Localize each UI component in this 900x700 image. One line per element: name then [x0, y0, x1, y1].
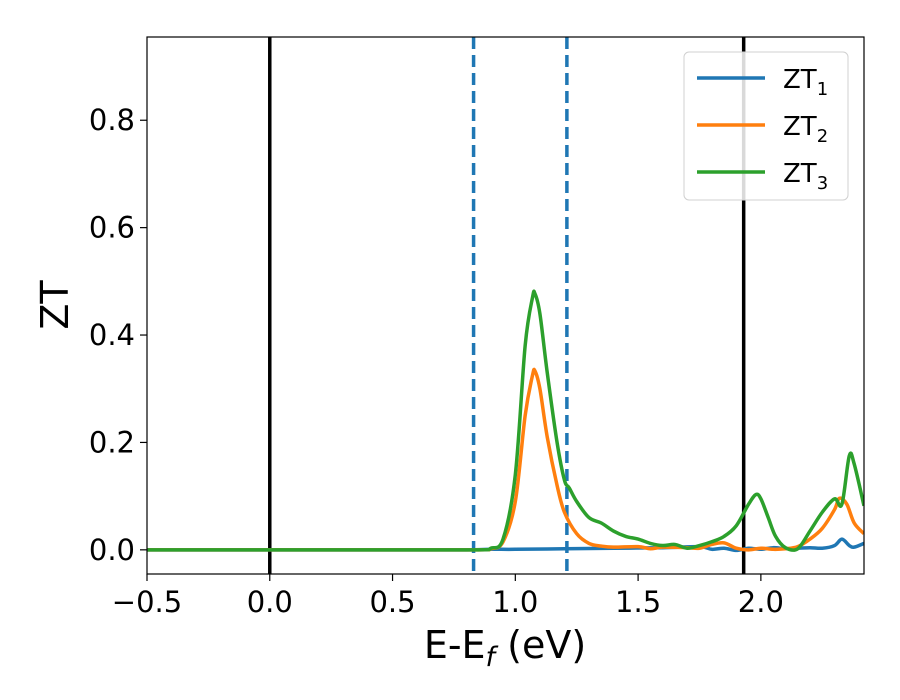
x-tick-label: 0.5 [369, 585, 415, 619]
x-tick-label: 1.0 [492, 585, 538, 619]
x-tick-label: 1.5 [615, 585, 661, 619]
y-tick-label: 0.4 [89, 318, 135, 352]
y-tick-label: 0.0 [89, 533, 135, 567]
legend-label: ZT1 [783, 65, 828, 100]
x-tick-label: 0.0 [247, 585, 293, 619]
x-axis: −0.5 0.0 0.5 1.0 1.5 2.0 [112, 574, 784, 619]
legend: ZT1 ZT2 ZT3 [683, 51, 849, 201]
y-tick-label: 0.6 [89, 211, 135, 245]
y-tick-label: 0.2 [89, 425, 135, 459]
y-axis: 0.0 0.2 0.4 0.6 0.8 [89, 103, 147, 567]
legend-frame [683, 51, 849, 201]
plot-frame [146, 36, 865, 575]
y-tick-label: 0.8 [89, 103, 135, 137]
series-line-zt2 [147, 367, 864, 552]
series-layer [147, 289, 864, 553]
legend-label: ZT3 [783, 159, 828, 194]
series-line-zt3 [147, 289, 864, 552]
legend-label: ZT2 [783, 112, 828, 147]
x-tick-label: 2.0 [738, 585, 784, 619]
x-tick-label: −0.5 [112, 585, 182, 619]
y-axis-title: ZT [33, 280, 77, 330]
x-axis-title: E-Ef (eV) [424, 623, 586, 673]
